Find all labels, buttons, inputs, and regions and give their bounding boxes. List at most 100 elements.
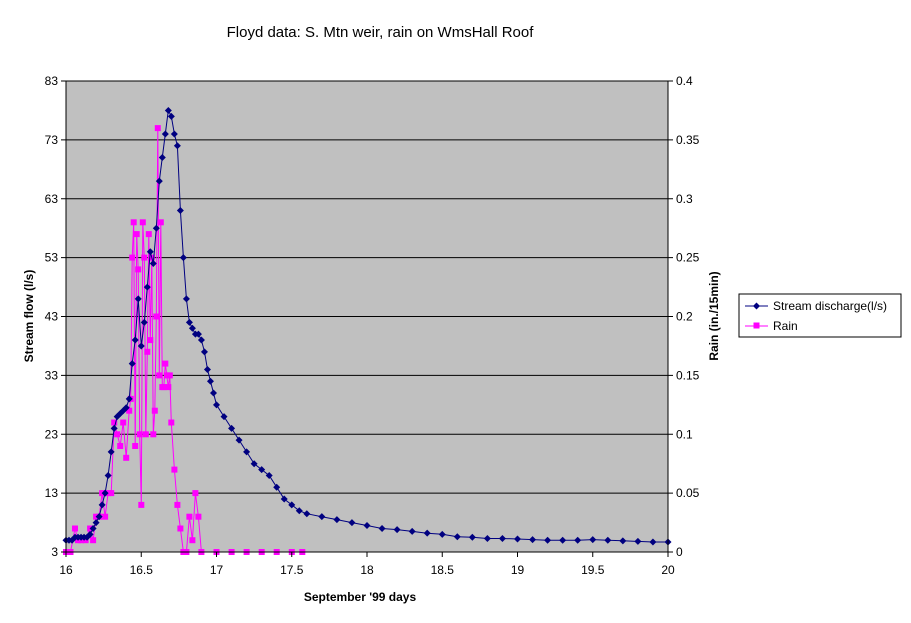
discharge-point [155, 177, 163, 185]
discharge-point [122, 404, 130, 412]
discharge-point [152, 224, 160, 232]
y2-axis-ticks: 0 0.05 0.1 0.15 0.2 0.25 0.3 0.35 0.4 [667, 74, 700, 559]
discharge-point [197, 336, 205, 344]
discharge-point [213, 401, 220, 409]
rain-point [142, 431, 149, 438]
discharge-point [101, 489, 109, 497]
rain-point [195, 513, 202, 520]
discharge-point [228, 424, 236, 432]
rain-point [174, 501, 181, 508]
discharge-point [544, 536, 552, 544]
discharge-point [453, 533, 461, 541]
legend-label-rain: Rain [773, 319, 798, 333]
y-axis-title: Stream flow (l/s) [22, 270, 36, 363]
y2-tick-label: 0.3 [676, 192, 693, 206]
discharge-point [134, 295, 142, 303]
y-axis-ticks: 3 13 23 33 43 53 63 73 83 [45, 74, 67, 559]
rain-point [162, 360, 169, 367]
rain-point [138, 501, 145, 508]
discharge-point [95, 513, 103, 521]
discharge-point [258, 466, 266, 474]
rain-point [130, 219, 137, 226]
discharge-point [438, 530, 446, 538]
y2-tick-label: 0.35 [676, 133, 700, 147]
grid-lines [66, 80, 668, 494]
rain-point [150, 431, 157, 438]
rain-point [132, 443, 139, 449]
discharge-point [98, 501, 106, 509]
rain-point [166, 372, 173, 379]
y2-tick-label: 0.15 [676, 368, 700, 382]
discharge-point [574, 536, 582, 544]
rain-point [177, 525, 184, 532]
y-tick-label: 3 [51, 545, 58, 559]
y-tick-label: 83 [45, 74, 59, 88]
rain-point [114, 431, 121, 438]
discharge-point [170, 130, 178, 138]
rain-point [123, 454, 130, 461]
y-tick-label: 43 [45, 310, 59, 324]
y-tick-label: 13 [45, 486, 59, 500]
discharge-point [514, 535, 521, 543]
y2-tick-label: 0 [676, 545, 683, 559]
discharge-point [89, 524, 97, 532]
discharge-point [104, 471, 112, 479]
y2-tick-label: 0.05 [676, 486, 700, 500]
rain-point [156, 372, 163, 379]
rain-point [141, 254, 148, 261]
discharge-point [185, 318, 193, 326]
rain-point [153, 313, 160, 320]
discharge-point [423, 529, 431, 537]
discharge-point [243, 448, 251, 456]
discharge-point [128, 360, 136, 368]
rain-point [165, 384, 172, 391]
discharge-point [164, 106, 172, 114]
rain-point [72, 525, 78, 532]
discharge-point [408, 527, 416, 535]
discharge-point [498, 534, 506, 542]
rain-point [135, 266, 142, 273]
y2-tick-label: 0.4 [676, 74, 693, 88]
rain-point [157, 219, 164, 226]
discharge-point [173, 142, 181, 150]
y2-tick-label: 0.1 [676, 427, 693, 441]
discharge-point [288, 501, 296, 509]
x-tick-label: 16 [59, 563, 73, 577]
discharge-point [176, 207, 184, 215]
discharge-point [137, 342, 145, 350]
y-tick-label: 53 [45, 251, 59, 265]
rain-point [102, 513, 109, 520]
rain-point [126, 407, 133, 414]
discharge-point [295, 507, 303, 515]
rain-point [151, 407, 158, 414]
rain-point [139, 219, 146, 226]
discharge-point [468, 533, 476, 541]
rain-point [145, 231, 152, 238]
x-tick-label: 17.5 [280, 563, 304, 577]
discharge-point [333, 516, 341, 524]
x-tick-label: 17 [210, 563, 224, 577]
discharge-point [348, 519, 356, 527]
x-tick-label: 19 [511, 563, 525, 577]
discharge-point [363, 522, 371, 530]
discharge-point [273, 483, 281, 491]
y-tick-label: 33 [45, 368, 59, 382]
rain-point [133, 231, 140, 238]
y-tick-label: 73 [45, 133, 59, 147]
x-axis-title: September '99 days [304, 590, 417, 604]
discharge-point [179, 254, 187, 262]
discharge-point [529, 536, 537, 544]
rain-point [189, 537, 196, 544]
discharge-point [220, 413, 228, 421]
rain-point [136, 431, 143, 438]
legend-box [738, 293, 902, 338]
discharge-point [86, 530, 94, 538]
legend-marker-discharge [753, 302, 760, 310]
discharge-point [140, 318, 148, 326]
discharge-point [318, 513, 326, 521]
discharge-point [182, 295, 190, 303]
discharge-point [203, 365, 211, 373]
discharge-point [200, 348, 208, 356]
discharge-point [378, 524, 386, 532]
